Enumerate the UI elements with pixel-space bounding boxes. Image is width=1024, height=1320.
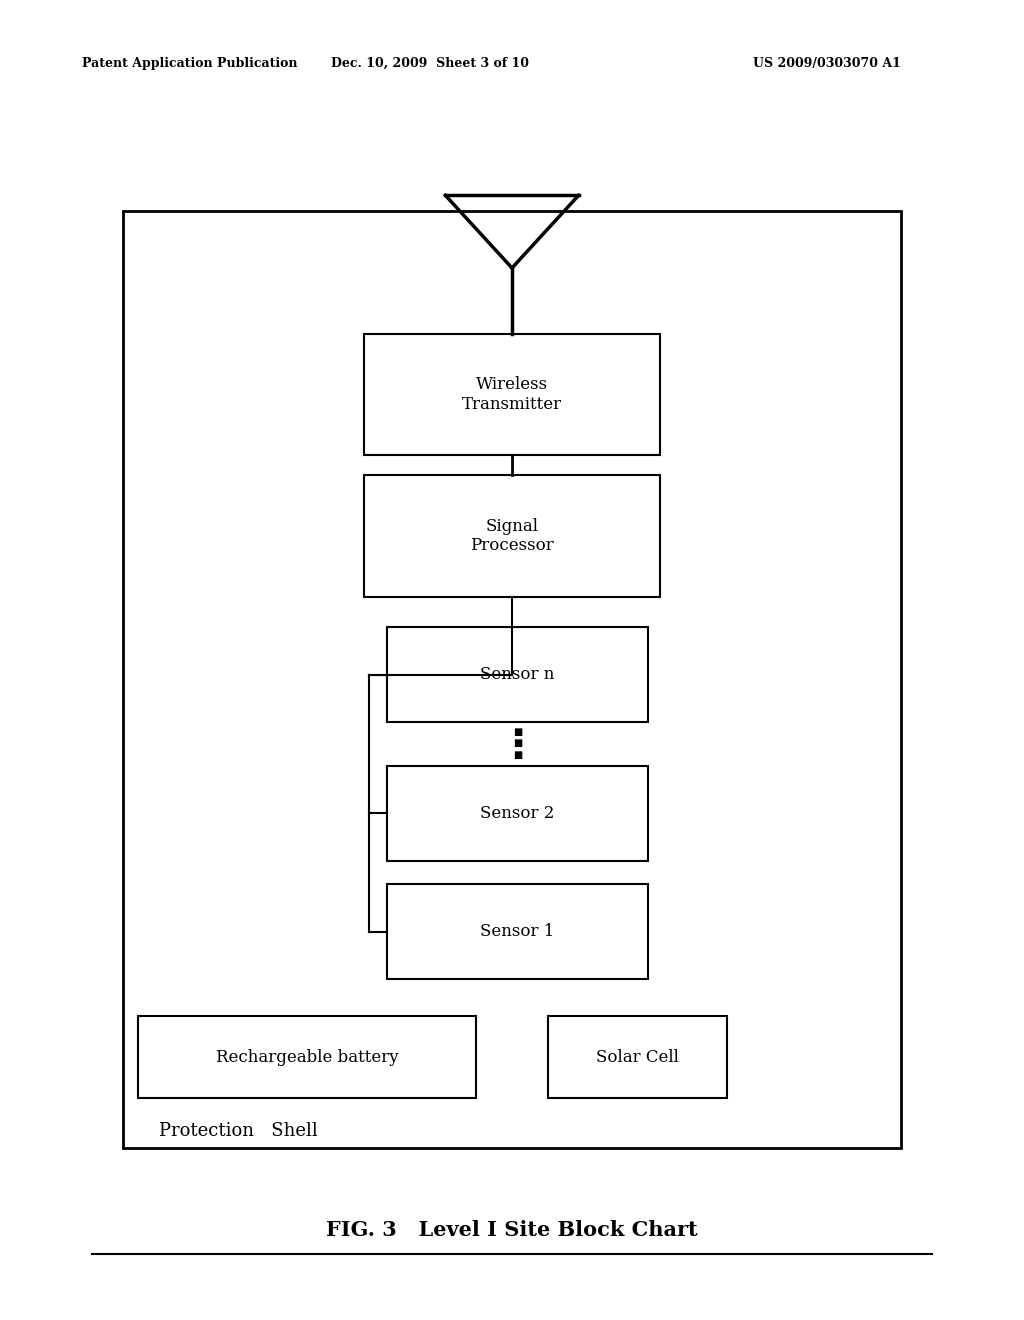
Text: Protection   Shell: Protection Shell [159,1122,317,1140]
FancyBboxPatch shape [138,1016,476,1098]
Text: Wireless
Transmitter: Wireless Transmitter [462,376,562,413]
Text: FIG. 3   Level I Site Block Chart: FIG. 3 Level I Site Block Chart [327,1220,697,1241]
FancyBboxPatch shape [387,766,648,861]
Text: Signal
Processor: Signal Processor [470,517,554,554]
Text: Sensor 2: Sensor 2 [480,805,555,821]
FancyBboxPatch shape [548,1016,727,1098]
Text: Patent Application Publication: Patent Application Publication [82,57,297,70]
Text: Solar Cell: Solar Cell [596,1049,679,1065]
Text: US 2009/0303070 A1: US 2009/0303070 A1 [754,57,901,70]
Text: ■
■
■: ■ ■ ■ [513,727,522,760]
FancyBboxPatch shape [123,211,901,1148]
FancyBboxPatch shape [387,884,648,979]
Text: Rechargeable battery: Rechargeable battery [216,1049,398,1065]
FancyBboxPatch shape [387,627,648,722]
FancyBboxPatch shape [364,334,660,455]
FancyBboxPatch shape [364,475,660,597]
Text: Sensor 1: Sensor 1 [480,924,555,940]
Text: Dec. 10, 2009  Sheet 3 of 10: Dec. 10, 2009 Sheet 3 of 10 [331,57,529,70]
Text: Sensor n: Sensor n [480,667,555,682]
